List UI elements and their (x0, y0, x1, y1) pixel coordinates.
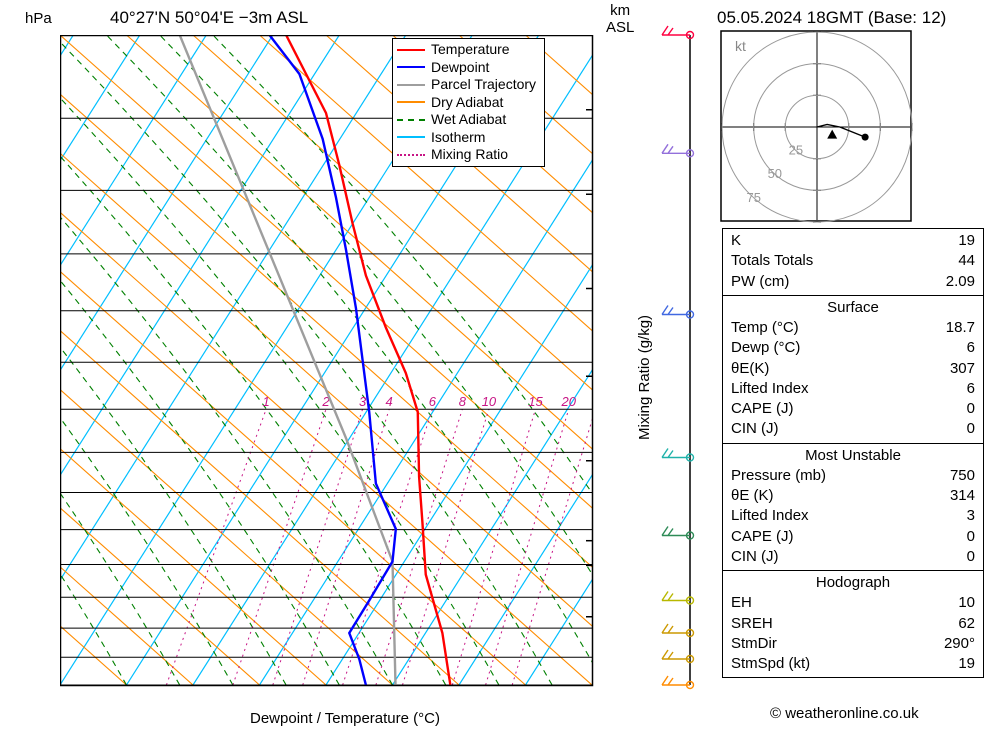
table-row: θE(K)307 (731, 359, 975, 379)
legend-item: Parcel Trajectory (397, 76, 536, 94)
svg-text:4: 4 (386, 394, 393, 409)
legend-item: Temperature (397, 41, 536, 59)
table-row: Lifted Index6 (731, 379, 975, 399)
axis-label-mixratio: Mixing Ratio (g/kg) (636, 315, 653, 440)
table-row: StmDir290° (731, 634, 975, 654)
legend-item: Isotherm (397, 129, 536, 147)
table-row: CIN (J)0 (731, 547, 975, 567)
copyright-text: © weatheronline.co.uk (770, 705, 919, 722)
table-row: θE (K)314 (731, 486, 975, 506)
svg-text:75: 75 (746, 190, 760, 205)
table-row: Dewp (°C)6 (731, 338, 975, 358)
axis-label-pressure: hPa (25, 10, 52, 27)
table-row: Temp (°C)18.7 (731, 318, 975, 338)
svg-text:50: 50 (768, 166, 782, 181)
svg-text:20: 20 (560, 394, 576, 409)
table-heading: Hodograph (731, 573, 975, 593)
table-row: K19 (731, 231, 975, 251)
table-row: CAPE (J)0 (731, 527, 975, 547)
table-row: PW (cm)2.09 (731, 272, 975, 292)
legend-item: Dry Adiabat (397, 94, 536, 112)
title-datetime: 05.05.2024 18GMT (Base: 12) (717, 8, 946, 28)
table-heading: Most Unstable (731, 446, 975, 466)
legend-item: Mixing Ratio (397, 146, 536, 164)
table-row: CIN (J)0 (731, 419, 975, 439)
table-row: StmSpd (kt)19 (731, 654, 975, 674)
table-row: Pressure (mb)750 (731, 466, 975, 486)
table-row: Totals Totals44 (731, 251, 975, 271)
table-row: CAPE (J)0 (731, 399, 975, 419)
legend-item: Dewpoint (397, 59, 536, 77)
axis-label-x: Dewpoint / Temperature (°C) (250, 710, 440, 727)
table-heading: Surface (731, 298, 975, 318)
legend-item: Wet Adiabat (397, 111, 536, 129)
svg-text:10: 10 (482, 394, 497, 409)
svg-text:8: 8 (459, 394, 467, 409)
svg-text:1: 1 (263, 394, 270, 409)
table-row: SREH62 (731, 614, 975, 634)
svg-text:6: 6 (429, 394, 437, 409)
indices-table: K19Totals Totals44PW (cm)2.09 SurfaceTemp… (722, 228, 984, 678)
svg-text:15: 15 (528, 394, 543, 409)
table-row: EH10 (731, 593, 975, 613)
title-location: 40°27'N 50°04'E −3m ASL (110, 8, 308, 28)
table-row: Lifted Index3 (731, 506, 975, 526)
legend: TemperatureDewpointParcel TrajectoryDry … (392, 38, 545, 167)
hodograph: 25 50 75 (720, 30, 914, 224)
svg-text:3: 3 (359, 394, 367, 409)
svg-text:25: 25 (789, 143, 803, 158)
axis-label-km: km ASL (606, 2, 634, 36)
